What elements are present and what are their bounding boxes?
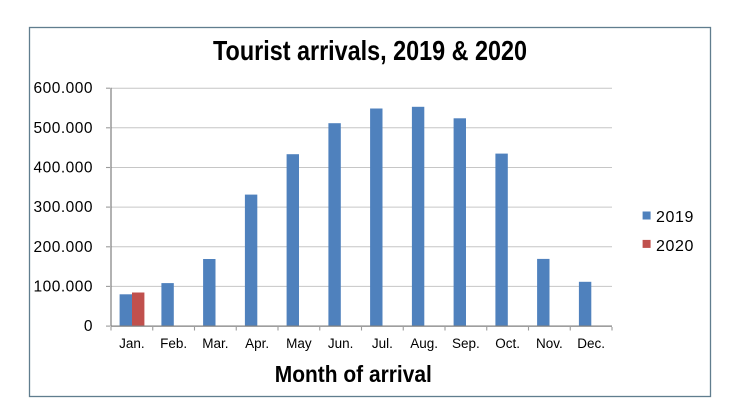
svg-text:200.000: 200.000 <box>33 239 93 256</box>
svg-text:500.000: 500.000 <box>33 120 93 137</box>
svg-text:400.000: 400.000 <box>33 160 93 177</box>
svg-text:0: 0 <box>84 318 93 335</box>
svg-text:Mar.: Mar. <box>202 336 228 351</box>
svg-text:100.000: 100.000 <box>33 278 93 295</box>
svg-text:600.000: 600.000 <box>33 80 93 97</box>
svg-text:Sep.: Sep. <box>452 336 480 351</box>
svg-text:Tourist arrivals, 2019 & 2020: Tourist arrivals, 2019 & 2020 <box>213 35 527 66</box>
svg-text:Oct.: Oct. <box>495 336 520 351</box>
svg-text:2019: 2019 <box>656 209 694 226</box>
svg-text:2020: 2020 <box>656 238 694 255</box>
svg-text:May: May <box>286 336 312 351</box>
svg-text:Nov.: Nov. <box>536 336 563 351</box>
svg-text:Dec.: Dec. <box>577 336 605 351</box>
svg-text:Apr.: Apr. <box>245 336 269 351</box>
svg-text:Jul.: Jul. <box>372 336 393 351</box>
svg-text:Month of arrival: Month of arrival <box>275 361 432 387</box>
svg-text:Jan.: Jan. <box>119 336 145 351</box>
svg-text:Jun.: Jun. <box>328 336 354 351</box>
svg-text:300.000: 300.000 <box>33 199 93 216</box>
svg-text:Aug.: Aug. <box>410 336 438 351</box>
svg-text:Feb.: Feb. <box>160 336 187 351</box>
